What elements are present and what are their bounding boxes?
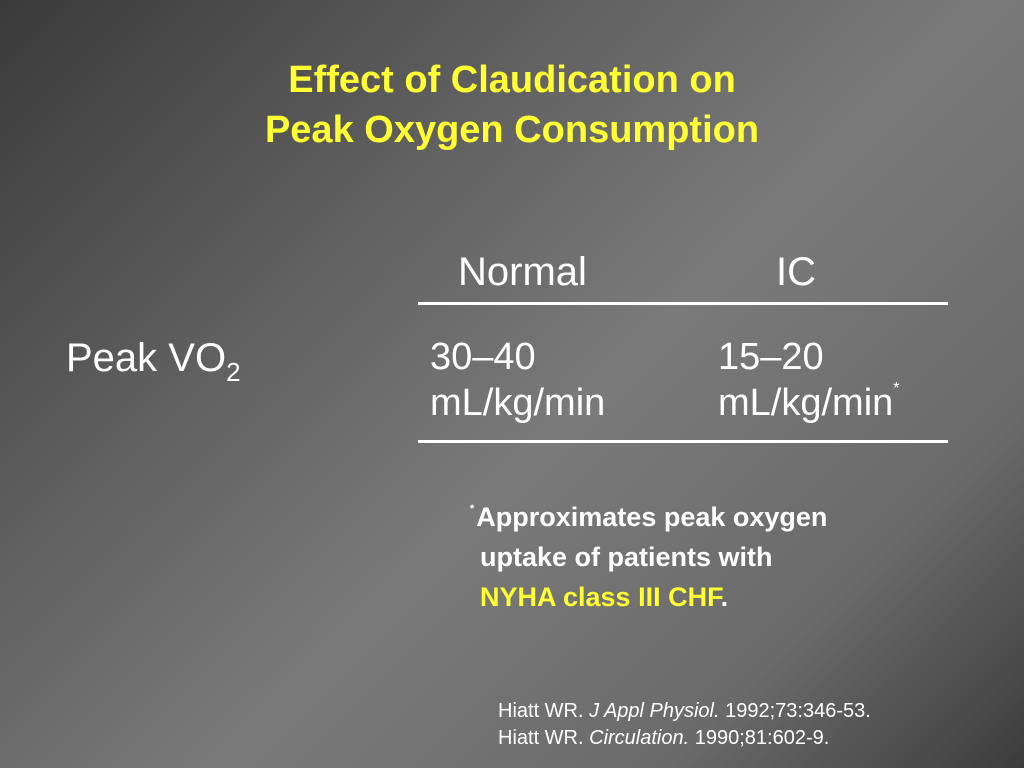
footnote-line-1: *Approximates peak oxygen xyxy=(470,497,970,537)
footnote-line-3: NYHA class III CHF. xyxy=(470,577,970,617)
title-line-2: Peak Oxygen Consumption xyxy=(264,109,760,151)
row-label-peak-vo2: Peak VO2 xyxy=(66,334,241,385)
reference-1: Hiatt WR. J Appl Physiol. 1992;73:346-53… xyxy=(498,698,871,725)
column-header-ic: IC xyxy=(776,250,816,294)
cell-ic-footnote-marker: * xyxy=(893,380,900,397)
footnote-text-1: Approximates peak oxygen xyxy=(476,502,828,532)
cell-ic-value: 15–20 mL/kg/min* xyxy=(718,334,900,426)
reference-1-details: 1992;73:346-53. xyxy=(725,700,871,722)
cell-normal-value: 30–40 mL/kg/min xyxy=(430,334,605,426)
footnote-marker: * xyxy=(470,503,475,515)
cell-ic-range: 15–20 xyxy=(718,336,824,378)
reference-2-author: Hiatt WR. xyxy=(498,727,584,749)
reference-1-journal: J Appl Physiol. xyxy=(589,700,720,722)
footnote: *Approximates peak oxygen uptake of pati… xyxy=(470,497,970,617)
reference-2-details: 1990;81:602-9. xyxy=(694,727,830,749)
footnote-end: . xyxy=(720,582,729,612)
title-line-1: Effect of Claudication on xyxy=(288,59,736,101)
reference-1-author: Hiatt WR. xyxy=(498,700,584,722)
references: Hiatt WR. J Appl Physiol. 1992;73:346-53… xyxy=(498,698,871,752)
reference-2-journal: Circulation. xyxy=(589,727,690,749)
cell-ic-unit: mL/kg/min xyxy=(718,382,894,424)
row-label-subscript: 2 xyxy=(226,357,241,387)
slide-title: Effect of Claudication on Peak Oxygen Co… xyxy=(0,55,1024,155)
cell-ic-unit-line: mL/kg/min* xyxy=(718,380,900,426)
footnote-highlight: NYHA class III CHF xyxy=(480,582,721,612)
cell-normal-unit: mL/kg/min xyxy=(430,382,606,424)
footnote-line-2: uptake of patients with xyxy=(480,542,773,572)
column-header-normal: Normal xyxy=(458,250,587,294)
reference-2: Hiatt WR. Circulation. 1990;81:602-9. xyxy=(498,725,871,752)
cell-normal-range: 30–40 xyxy=(430,336,536,378)
row-label-text: Peak VO xyxy=(66,336,227,380)
table-rule-top xyxy=(418,302,948,305)
table-rule-bottom xyxy=(418,440,948,443)
